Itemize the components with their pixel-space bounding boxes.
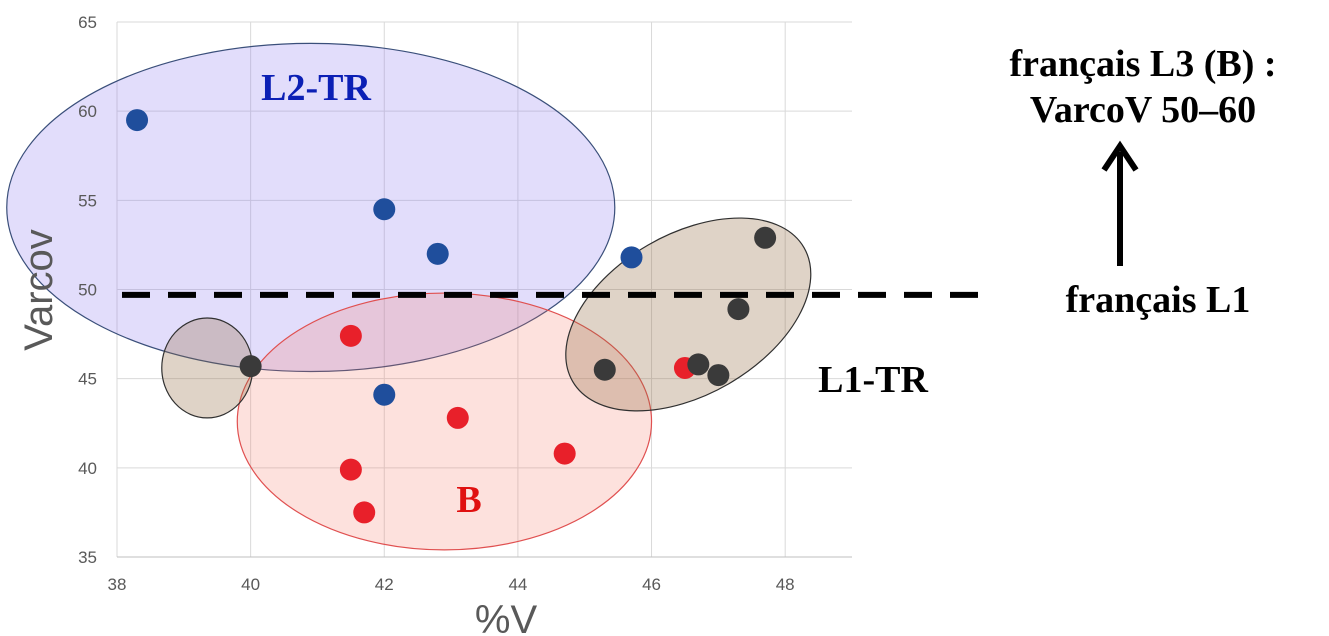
data-point-l1-tr [687, 353, 710, 376]
tick-labels: 38 40 42 44 46 48 35 40 45 50 55 60 65 [78, 13, 795, 594]
data-point-b [446, 406, 469, 429]
y-tick-label: 60 [78, 102, 97, 121]
x-tick-label: 42 [375, 575, 394, 594]
reference-line-label: français L1 [1066, 279, 1251, 321]
data-point-l1-tr [593, 358, 616, 381]
data-point-b [339, 324, 362, 347]
annotation-line-2: VarcoV 50–60 [1030, 89, 1256, 131]
up-arrow-icon [1101, 140, 1139, 266]
y-axis-title: Varcov [17, 229, 61, 351]
x-tick-label: 38 [108, 575, 127, 594]
group-label-l2-tr: L2-TR [261, 67, 371, 109]
y-tick-label: 65 [78, 13, 97, 32]
data-point-l2-tr [426, 242, 449, 265]
y-tick-label: 35 [78, 548, 97, 567]
y-tick-label: 50 [78, 281, 97, 300]
x-tick-label: 46 [642, 575, 661, 594]
data-point-b [339, 458, 362, 481]
group-ellipse-unlabeled [161, 317, 254, 419]
data-point-l1-tr [707, 364, 730, 387]
x-axis-title: %V [475, 598, 538, 636]
data-points [126, 109, 777, 524]
annotation-line-1: français L3 (B) : [1009, 43, 1276, 85]
data-point-b [353, 501, 376, 524]
data-point-l2-tr [620, 246, 643, 269]
data-point-l1-tr [754, 226, 777, 249]
y-tick-label: 45 [78, 370, 97, 389]
grid-lines [116, 21, 852, 558]
data-point-l2-tr [373, 383, 396, 406]
data-point-l1-tr [727, 298, 750, 321]
y-tick-label: 55 [78, 191, 97, 210]
x-tick-label: 44 [508, 575, 527, 594]
y-tick-label: 40 [78, 459, 97, 478]
x-tick-label: 40 [241, 575, 260, 594]
group-label-b: B [456, 479, 481, 521]
data-point-l2-tr [373, 198, 396, 221]
data-point-l2-tr [126, 109, 149, 132]
x-tick-label: 48 [776, 575, 795, 594]
group-ellipse-l2-tr [6, 42, 616, 373]
data-point-b [553, 442, 576, 465]
data-point-l1-tr [239, 355, 262, 378]
group-label-l1-tr: L1-TR [818, 359, 928, 401]
